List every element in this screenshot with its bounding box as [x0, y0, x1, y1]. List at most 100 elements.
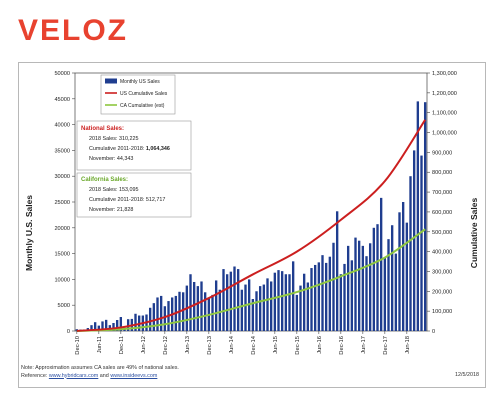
x-tick-label: Jun-13 [185, 336, 191, 354]
bar-monthly-sales [97, 325, 101, 331]
bar-monthly-sales [332, 242, 335, 331]
bar-monthly-sales [398, 212, 401, 331]
bar-monthly-sales [244, 284, 247, 331]
footnote-note: Note: Approximation assumes CA sales are… [21, 365, 179, 371]
bar-monthly-sales [288, 274, 291, 331]
bar-monthly-sales [299, 285, 302, 331]
y-tick-right: 800,000 [432, 170, 452, 176]
x-tick-label: Jun-11 [97, 336, 103, 353]
y-tick-left: 0 [67, 329, 70, 335]
bar-monthly-sales [412, 150, 416, 331]
bar-monthly-sales [284, 274, 288, 331]
bar-monthly-sales [101, 321, 104, 331]
bar-monthly-sales [251, 299, 255, 331]
y-tick-left: 10000 [54, 277, 70, 283]
footnote: Note: Approximation assumes CA sales are… [21, 365, 179, 380]
bar-monthly-sales [416, 101, 420, 331]
y-tick-right: 0 [432, 329, 435, 335]
national-sales-box: National Sales: 2018 Sales: 310,225 Cumu… [76, 120, 192, 171]
bar-monthly-sales [343, 263, 346, 331]
bar-monthly-sales [339, 274, 343, 331]
bar-monthly-sales [365, 256, 368, 331]
y-tick-left: 25000 [54, 200, 70, 206]
x-tick-label: Jun-16 [317, 336, 323, 354]
bar-monthly-sales [317, 262, 321, 331]
bar-monthly-sales [126, 319, 130, 331]
y-tick-right: 700,000 [432, 190, 452, 196]
legend-label-us-cumulative: US Cumulative Sales [120, 91, 168, 97]
bar-monthly-sales [372, 227, 376, 331]
cumulative-lines [76, 119, 427, 332]
bar-monthly-sales [119, 317, 123, 331]
bar-monthly-sales [233, 266, 236, 331]
y-tick-left: 30000 [54, 174, 70, 180]
bar-monthly-sales [310, 268, 313, 331]
bar-monthly-sales [277, 270, 280, 331]
y-tick-right: 1,100,000 [432, 111, 457, 117]
bar-monthly-sales [134, 313, 137, 331]
x-tick-label: Dec-15 [295, 336, 301, 355]
bar-monthly-sales [387, 239, 390, 331]
x-tick-label: Dec-13 [207, 336, 213, 355]
national-cumulative-label: Cumulative 2011-2018: [89, 146, 146, 152]
y-tick-right: 200,000 [432, 289, 452, 295]
bar-monthly-sales [354, 237, 357, 331]
bar-monthly-sales [383, 257, 387, 331]
y-tick-right: 600,000 [432, 210, 452, 216]
bar-monthly-sales [324, 262, 328, 331]
bar-monthly-sales [420, 155, 423, 331]
y-tick-right: 500,000 [432, 230, 452, 236]
national-title: National Sales: [81, 126, 124, 132]
bar-monthly-sales [156, 297, 159, 331]
bar-monthly-sales [357, 240, 361, 331]
bar-monthly-sales [269, 281, 273, 331]
bar-monthly-sales [302, 273, 306, 331]
bar-monthly-sales [112, 323, 115, 331]
veloz-logo: VELOZ [18, 14, 129, 47]
y-tick-right: 1,000,000 [432, 131, 457, 137]
bar-monthly-sales [295, 294, 299, 331]
y-tick-left: 15000 [54, 252, 70, 258]
bar-monthly-sales [306, 282, 310, 331]
y-tick-right: 1,200,000 [432, 91, 457, 97]
y-tick-right: 1,300,000 [432, 71, 457, 77]
bar-monthly-sales [405, 222, 409, 331]
national-november: November: 44,343 [89, 156, 133, 162]
y-axis-label-left: Monthly U.S. Sales [24, 195, 34, 271]
bar-monthly-sales [229, 271, 233, 331]
reference-link-insideevs[interactable]: www.insideevs.com [110, 372, 158, 379]
x-tick-label: Dec-16 [339, 336, 345, 355]
bar-monthly-sales [321, 255, 324, 331]
bar-monthly-sales [214, 280, 218, 331]
california-november: November: 21,828 [89, 207, 133, 213]
x-tick-label: Dec-14 [251, 335, 257, 354]
bar-monthly-sales [218, 289, 222, 331]
bar-monthly-sales [159, 295, 163, 331]
chart-panel: 0 5000 10000 15000 20000 25000 30000 35000 40000… [18, 62, 486, 388]
california-title: California Sales: [81, 177, 128, 183]
bar-monthly-sales [350, 260, 354, 331]
california-cumulative: Cumulative 2011-2018: 512,717 [89, 197, 165, 203]
reference-link-hybridcars[interactable]: www.hybridcars.com [48, 372, 99, 379]
x-tick-label: Dec-11 [119, 336, 125, 354]
footnote-reference: Reference: www.hybridcars.com and www.in… [21, 372, 158, 379]
sales-chart: 0 5000 10000 15000 20000 25000 30000 35000 40000… [24, 71, 479, 355]
bar-monthly-sales [401, 202, 405, 331]
bar-monthly-sales [225, 274, 229, 331]
bar-monthly-sales [361, 245, 365, 331]
y-tick-right: 100,000 [432, 309, 452, 315]
bar-monthly-sales [104, 319, 108, 331]
x-tick-label: Jun-12 [141, 336, 147, 354]
bar-monthly-sales [163, 306, 167, 331]
bar-monthly-sales [222, 269, 225, 331]
line-us-cumulative [76, 119, 427, 332]
y-tick-left: 35000 [54, 148, 70, 154]
bar-monthly-sales [90, 325, 93, 331]
bar-monthly-sales [379, 197, 383, 331]
svg-text:Cumulative 2011-2018: 1,064,34: Cumulative 2011-2018: 1,064,346 [89, 146, 170, 152]
bar-monthly-sales [328, 256, 332, 331]
x-tick-label: Jun-15 [273, 336, 279, 354]
bar-monthly-sales [93, 322, 97, 331]
axes: 0 5000 10000 15000 20000 25000 30000 35000 40000… [54, 71, 456, 355]
bar-monthly-sales [423, 102, 427, 331]
